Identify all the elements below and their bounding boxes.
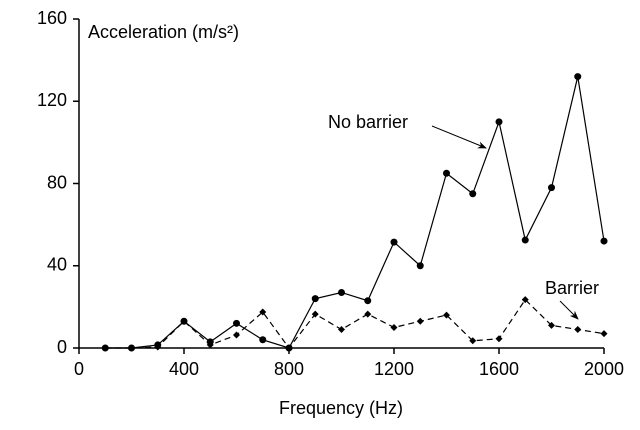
point xyxy=(469,337,477,345)
point xyxy=(548,321,555,329)
x-tick-label: 0 xyxy=(74,359,84,379)
point xyxy=(469,190,477,198)
point xyxy=(495,335,503,343)
point xyxy=(338,288,345,296)
series-label: No barrier xyxy=(328,112,408,132)
point xyxy=(285,344,293,352)
point xyxy=(259,336,267,344)
y-tick-label: 80 xyxy=(47,172,67,192)
point xyxy=(180,317,188,325)
point xyxy=(101,344,109,352)
point xyxy=(600,330,608,338)
point xyxy=(390,323,398,331)
point xyxy=(521,236,529,244)
series-line xyxy=(105,298,605,349)
point xyxy=(416,317,424,325)
point xyxy=(311,310,319,318)
point xyxy=(443,311,450,319)
y-tick-label: 160 xyxy=(37,8,67,28)
x-tick-label: 2000 xyxy=(584,359,624,379)
point xyxy=(521,296,529,304)
point xyxy=(233,331,240,339)
point xyxy=(259,308,267,316)
point xyxy=(574,325,582,333)
series-label: Barrier xyxy=(545,278,599,298)
point xyxy=(416,262,424,270)
x-tick-label: 1600 xyxy=(479,359,519,379)
point xyxy=(338,325,345,333)
point xyxy=(364,310,372,318)
y-axis-label: Acceleration (m/s²) xyxy=(88,22,239,42)
y-tick-label: 0 xyxy=(57,337,67,357)
x-tick-label: 400 xyxy=(169,359,199,379)
point xyxy=(206,341,214,349)
point xyxy=(128,344,135,352)
y-tick-label: 40 xyxy=(47,255,67,275)
point xyxy=(154,343,162,351)
point xyxy=(390,238,398,246)
x-tick-label: 800 xyxy=(274,359,304,379)
point xyxy=(443,169,450,177)
annotation-arrow xyxy=(431,125,487,149)
x-tick-label: 1200 xyxy=(374,359,414,379)
y-tick-label: 120 xyxy=(37,90,67,110)
point xyxy=(574,73,582,81)
annotation-arrow xyxy=(559,300,579,320)
point xyxy=(311,295,319,303)
point xyxy=(600,237,608,245)
point xyxy=(233,319,240,327)
point xyxy=(364,297,372,305)
point xyxy=(548,184,555,192)
point xyxy=(495,118,503,126)
x-axis-label: Frequency (Hz) xyxy=(279,398,403,418)
